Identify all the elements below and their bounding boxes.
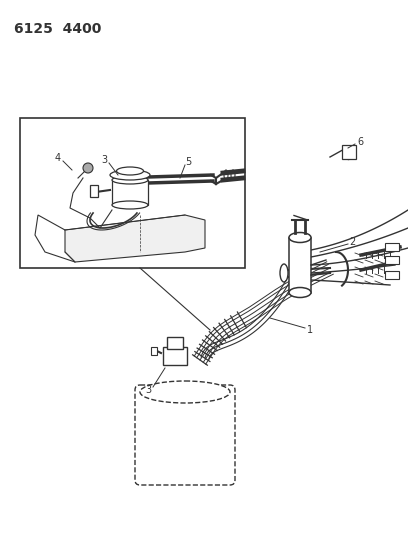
Bar <box>289 238 311 293</box>
Text: 3: 3 <box>145 385 151 395</box>
Bar <box>163 347 187 365</box>
FancyBboxPatch shape <box>135 385 235 485</box>
Bar <box>385 243 399 251</box>
Bar <box>20 118 245 268</box>
Bar <box>385 271 399 279</box>
Ellipse shape <box>112 176 148 184</box>
Ellipse shape <box>140 381 230 403</box>
Text: 5: 5 <box>185 157 191 167</box>
Text: 3: 3 <box>101 155 107 165</box>
Ellipse shape <box>289 287 311 297</box>
Ellipse shape <box>112 201 148 209</box>
Ellipse shape <box>117 167 144 175</box>
Polygon shape <box>65 215 205 262</box>
Text: 6: 6 <box>357 137 363 147</box>
Bar <box>90 185 98 197</box>
Text: 2: 2 <box>349 237 355 247</box>
Text: 6125  4400: 6125 4400 <box>14 22 101 36</box>
Ellipse shape <box>110 170 150 180</box>
Circle shape <box>83 163 93 173</box>
Bar <box>151 347 157 355</box>
Bar <box>112 180 148 205</box>
Bar <box>385 256 399 264</box>
Ellipse shape <box>289 232 311 243</box>
Bar <box>342 145 356 159</box>
Bar <box>167 337 183 349</box>
Text: 4: 4 <box>55 153 61 163</box>
Text: 1: 1 <box>307 325 313 335</box>
